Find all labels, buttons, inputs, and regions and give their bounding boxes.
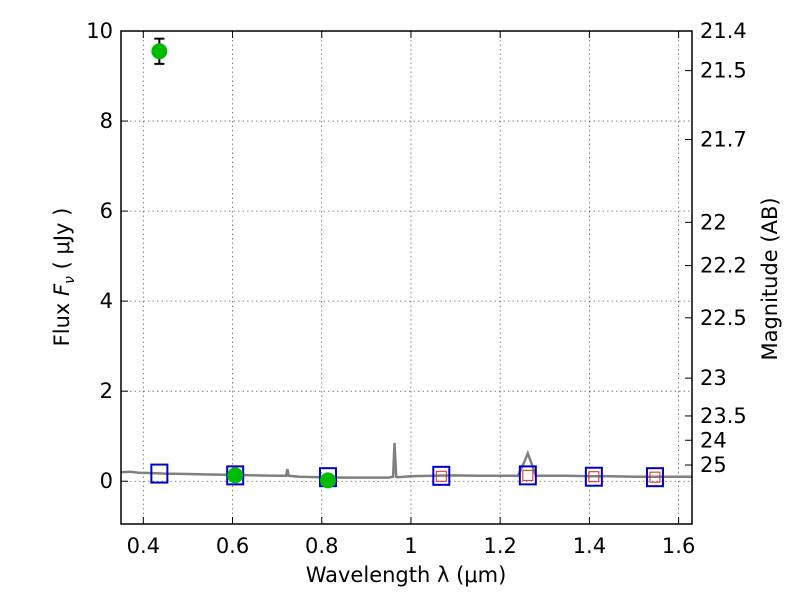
spectrum-layer [120, 442, 692, 479]
x-tick-label: 0.6 [216, 534, 249, 558]
right-tick-label: 21.4 [700, 19, 747, 43]
x-tick-label: 0.8 [305, 534, 338, 558]
observed-flux-point [319, 472, 336, 489]
x-tick-label: 1.2 [483, 534, 516, 558]
y-tick-label: 4 [100, 289, 113, 313]
points-layer [150, 37, 664, 489]
y-tick-label: 10 [86, 19, 113, 43]
x-tick-label: 1.4 [573, 534, 606, 558]
y-tick-label: 0 [100, 469, 113, 493]
model-inner-marker [588, 471, 600, 483]
grid-layer [121, 30, 692, 524]
x-tick-label: 0.4 [127, 534, 160, 558]
model-square-marker [645, 467, 664, 488]
right-tick-label: 22 [700, 210, 727, 234]
model-spectrum-line [120, 442, 692, 479]
plot-frame [120, 30, 693, 525]
y-tick-label: 6 [100, 199, 113, 223]
right-tick-label: 22.5 [700, 306, 747, 330]
model-square-marker [518, 465, 537, 486]
model-square-marker [150, 463, 169, 484]
model-inner-marker [522, 469, 534, 481]
right-tick-label: 22.2 [700, 254, 747, 278]
model-square-marker [584, 466, 603, 487]
x-axis-label: Wavelength λ (μm) [306, 563, 507, 587]
model-inner-marker [649, 471, 661, 483]
right-tick-label: 21.7 [700, 128, 747, 152]
model-square-marker [432, 465, 451, 486]
model-inner-marker [435, 470, 447, 482]
right-tick-label: 23.5 [700, 404, 747, 428]
x-tick-label: 1 [404, 534, 417, 558]
y-tick-label: 8 [100, 109, 113, 133]
x-tick-label: 1.6 [662, 534, 695, 558]
y-axis-label: Flux Fν ( μJy ) [50, 208, 78, 347]
right-tick-label: 24 [700, 428, 727, 452]
y-tick-label: 2 [100, 379, 113, 403]
right-axis-label: Magnitude (AB) [758, 197, 782, 360]
right-tick-label: 21.5 [700, 59, 747, 83]
right-tick-label: 23 [700, 366, 727, 390]
observed-flux-point [151, 43, 168, 60]
observed-flux-point [227, 467, 244, 484]
right-tick-label: 25 [700, 453, 727, 477]
